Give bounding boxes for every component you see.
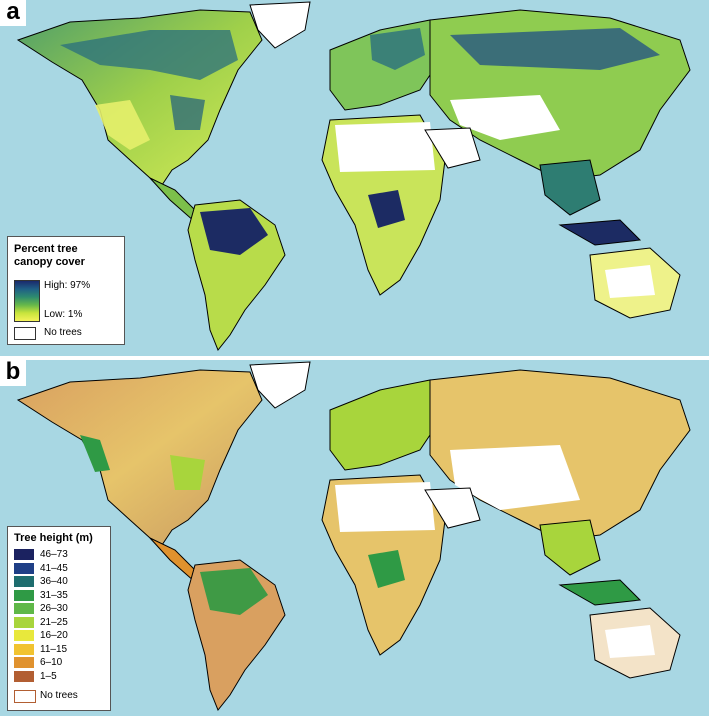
north-america-boreal [60,30,238,80]
no-trees-swatch [14,327,36,340]
height-class-label: 36–40 [40,576,68,587]
north-america-west-dry [95,100,150,150]
height-class-swatch [14,657,34,668]
height-class-swatch [14,643,34,655]
height-class-label: 6–10 [40,657,63,668]
height-class-swatch [14,603,34,614]
legend-title-line1: Percent tree [14,243,78,255]
legend-title: Tree height (m) [14,532,93,544]
height-class-swatch [14,589,34,601]
height-class-swatch [14,616,34,628]
height-class-swatch [14,630,34,641]
arabia [424,127,481,169]
height-class-label: 1–5 [40,670,57,682]
greenland [249,1,311,49]
congo-basin [368,190,405,228]
panel-label-a: a [0,0,26,26]
north-america-east [170,95,205,130]
indonesia [558,219,642,246]
legend-low-label: Low: 1% [44,309,83,320]
arabia [424,487,481,529]
indonesia [558,579,642,606]
map-panel-tree-height: b Tree height (m) 46–73 41–45 36–40 31–35 26… [0,360,709,716]
central-asia-desert [450,95,560,140]
tree-height-legend: Tree height (m) 46–73 41–45 36–40 31–35 26–3… [7,526,111,711]
height-class-label: 21–25 [40,616,68,628]
no-trees-label: No trees [44,327,82,338]
height-class-swatch [14,670,34,682]
scandinavia-forest [370,28,425,70]
height-class-swatch [14,549,34,560]
height-class-label: 46–73 [40,549,68,560]
height-class-label: 26–30 [40,603,68,614]
canopy-cover-legend: Percent tree canopy cover High: 97% Low:… [7,236,125,345]
height-class-label: 41–45 [40,562,68,574]
southeast-asia [539,519,601,576]
world-map-height [16,361,691,711]
legend-high-label: High: 97% [44,280,91,291]
east-us-forest [170,455,205,490]
sahara [335,122,435,172]
pacific-northwest [80,435,110,472]
height-class-label: 16–20 [40,630,68,641]
canopy-gradient-bar [14,280,40,322]
height-class-label: 31–35 [40,589,68,601]
greenland [249,361,311,409]
sahara [335,482,435,532]
height-class-swatch [14,562,34,574]
australia-interior [605,625,655,658]
no-trees-swatch [14,690,36,703]
europe [329,379,441,471]
amazon [200,208,268,255]
legend-title-line2: canopy cover [14,256,85,268]
siberian-taiga [450,28,660,70]
central-asia-desert [450,445,580,510]
amazon [200,568,268,615]
world-map-canopy [16,1,691,351]
australia-interior [605,265,655,298]
no-trees-label: No trees [40,690,78,701]
panel-label-b: b [0,360,26,386]
height-class-swatch [14,576,34,587]
map-panel-canopy-cover: a Percent tree canopy cover High: 97% Lo… [0,0,709,356]
congo-basin [368,550,405,588]
north-america [16,369,263,549]
height-class-label: 11–15 [40,643,68,655]
southeast-asia [539,159,601,216]
